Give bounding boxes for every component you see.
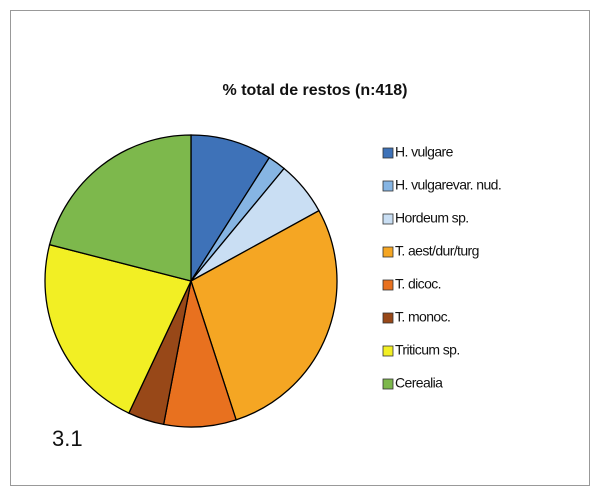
legend-swatch [382, 246, 394, 258]
legend-swatch [382, 378, 394, 390]
legend-swatch [382, 312, 394, 324]
legend-swatch [382, 213, 394, 225]
legend-label: Cerealia [395, 375, 443, 391]
legend-swatch [382, 279, 394, 291]
legend-swatch [382, 345, 394, 357]
legend-label: Hordeum sp. [395, 210, 469, 226]
legend-label: T. monoc. [395, 309, 450, 325]
annotation: 3.1 [52, 426, 83, 451]
legend-swatch [382, 147, 394, 159]
pie-slice [190, 134, 271, 284]
legend-label: Triticum sp. [395, 342, 460, 358]
legend-label: T. aest/dur/turg [395, 243, 479, 259]
pie-slice [48, 134, 192, 282]
legend-label: H. vulgare [395, 144, 454, 160]
chart-title: % total de restos (n:418) [223, 82, 408, 99]
legend-label: T. dicoc. [395, 276, 441, 292]
legend-swatch [382, 180, 394, 192]
legend-label: H. vulgarevar. nud. [395, 177, 501, 193]
pie-slice [44, 243, 192, 414]
pie-slice [190, 209, 338, 421]
